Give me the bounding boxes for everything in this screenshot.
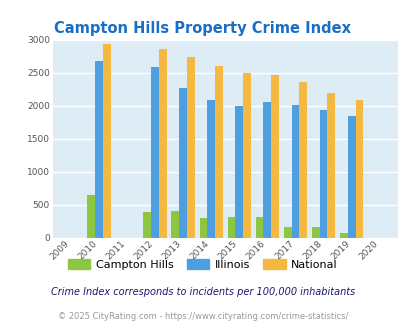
- Bar: [159, 49, 166, 238]
- Bar: [355, 100, 362, 238]
- Bar: [235, 106, 243, 238]
- Bar: [95, 61, 103, 238]
- Bar: [283, 227, 291, 238]
- Bar: [263, 102, 271, 238]
- Bar: [143, 212, 151, 238]
- Bar: [87, 195, 95, 238]
- Bar: [103, 44, 111, 238]
- Bar: [151, 67, 159, 238]
- Bar: [243, 73, 251, 238]
- Text: © 2025 CityRating.com - https://www.cityrating.com/crime-statistics/: © 2025 CityRating.com - https://www.city…: [58, 312, 347, 321]
- Bar: [199, 218, 207, 238]
- Text: Campton Hills Property Crime Index: Campton Hills Property Crime Index: [54, 21, 351, 36]
- Bar: [179, 88, 187, 238]
- Bar: [255, 217, 263, 238]
- Bar: [227, 217, 235, 238]
- Bar: [347, 115, 355, 238]
- Bar: [311, 227, 319, 238]
- Bar: [271, 75, 279, 238]
- Legend: Campton Hills, Illinois, National: Campton Hills, Illinois, National: [64, 255, 341, 274]
- Text: Crime Index corresponds to incidents per 100,000 inhabitants: Crime Index corresponds to incidents per…: [51, 287, 354, 297]
- Bar: [298, 82, 307, 238]
- Bar: [319, 110, 327, 238]
- Bar: [215, 66, 222, 238]
- Bar: [207, 100, 215, 238]
- Bar: [339, 233, 347, 238]
- Bar: [327, 93, 335, 238]
- Bar: [187, 57, 194, 238]
- Bar: [171, 211, 179, 238]
- Bar: [291, 105, 298, 238]
